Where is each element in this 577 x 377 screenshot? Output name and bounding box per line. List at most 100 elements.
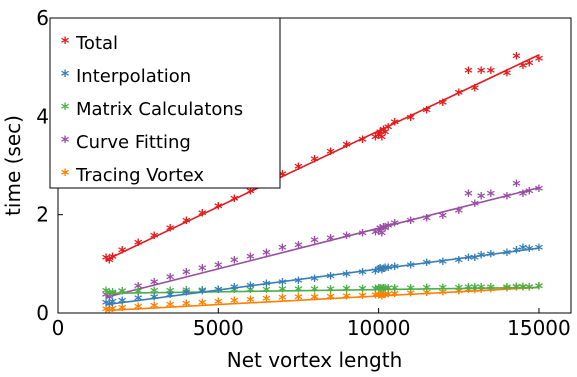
data-point: * <box>535 278 544 297</box>
data-point: * <box>342 288 351 307</box>
data-point: * <box>374 280 383 299</box>
legend-marker: * <box>61 33 70 52</box>
data-point: * <box>246 282 255 301</box>
data-point: * <box>230 293 239 312</box>
series-matrix-calculatons: **************************************** <box>102 278 544 304</box>
data-point: * <box>374 287 383 306</box>
legend-entry-label: Total <box>75 33 118 54</box>
data-point: * <box>294 290 303 309</box>
data-point: * <box>294 281 303 300</box>
data-point: * <box>464 63 473 82</box>
data-point: * <box>182 282 191 301</box>
data-point: * <box>134 278 143 297</box>
data-point: * <box>439 95 448 114</box>
data-point: * <box>371 264 380 283</box>
legend-box <box>49 17 281 189</box>
data-point: * <box>342 267 351 286</box>
data-point: * <box>342 281 351 300</box>
data-point: * <box>150 289 159 308</box>
data-point: * <box>326 144 335 163</box>
data-point: * <box>358 288 367 307</box>
data-point: * <box>379 287 388 306</box>
data-point: * <box>477 282 486 301</box>
data-point: * <box>134 283 143 302</box>
data-point: * <box>503 66 512 85</box>
data-point: * <box>198 261 207 280</box>
data-point: * <box>326 230 335 249</box>
data-point: * <box>525 279 534 298</box>
fit-line <box>106 286 539 295</box>
data-point: * <box>150 298 159 317</box>
data-point: * <box>471 282 480 301</box>
data-point: * <box>455 203 464 222</box>
y-tick-label: 4 <box>36 104 49 128</box>
data-point: * <box>278 290 287 309</box>
data-point: * <box>278 281 287 300</box>
data-point: * <box>214 282 223 301</box>
data-point: * <box>439 280 448 299</box>
data-point: * <box>390 280 399 299</box>
data-point: * <box>423 255 432 274</box>
data-point: * <box>246 184 255 203</box>
data-point: * <box>182 296 191 315</box>
data-point: * <box>379 261 388 280</box>
data-point: * <box>102 295 111 314</box>
data-point: * <box>294 238 303 257</box>
data-point: * <box>535 278 544 297</box>
data-point: * <box>262 245 271 264</box>
data-point: * <box>512 243 521 262</box>
data-point: * <box>464 282 473 301</box>
data-point: * <box>464 279 473 298</box>
data-point: * <box>326 289 335 308</box>
data-point: * <box>150 228 159 247</box>
data-point: * <box>525 56 534 75</box>
data-point: * <box>198 283 207 302</box>
fit-line <box>105 54 540 261</box>
data-point: * <box>378 281 387 300</box>
data-point: * <box>230 191 239 210</box>
series-tracing-vortex: *** * * * * * * * * * * * * * * * * ******** * * * * *** * * *** * <box>102 278 544 321</box>
data-point: * <box>182 265 191 284</box>
data-point: * <box>371 287 380 306</box>
data-point: * <box>374 223 383 242</box>
data-point: * <box>358 281 367 300</box>
data-point: * <box>105 297 114 316</box>
data-point: * <box>390 216 399 235</box>
data-point: * <box>471 196 480 215</box>
data-point: * <box>535 181 544 200</box>
data-point: * <box>150 283 159 302</box>
data-point: * <box>376 125 385 144</box>
data-point: * <box>423 211 432 230</box>
data-point: * <box>407 110 416 129</box>
data-point: * <box>503 279 512 298</box>
data-point: * <box>262 282 271 301</box>
x-tick-label: 15000 <box>507 316 571 340</box>
data-point: * <box>108 301 117 320</box>
data-point: * <box>214 198 223 217</box>
data-point: * <box>379 122 388 141</box>
data-point: * <box>471 80 480 99</box>
data-point: * <box>519 279 528 298</box>
data-point: * <box>407 285 416 304</box>
data-point: * <box>326 269 335 288</box>
data-point: * <box>230 252 239 271</box>
data-point: * <box>358 132 367 151</box>
data-point: * <box>477 279 486 298</box>
data-point: * <box>376 280 385 299</box>
data-point: * <box>376 287 385 306</box>
data-point: * <box>371 281 380 300</box>
data-point: * <box>390 259 399 278</box>
data-point: * <box>166 220 175 239</box>
data-point: * <box>455 283 464 302</box>
data-point: * <box>471 250 480 269</box>
data-point: * <box>230 279 239 298</box>
data-point: * <box>407 257 416 276</box>
legend-marker: * <box>61 66 70 85</box>
legend-entry-label: Matrix Calculatons <box>76 99 243 120</box>
data-point: * <box>423 285 432 304</box>
data-point: * <box>278 166 287 185</box>
data-point: * <box>487 279 496 298</box>
data-point: * <box>423 280 432 299</box>
data-point: * <box>118 283 127 302</box>
